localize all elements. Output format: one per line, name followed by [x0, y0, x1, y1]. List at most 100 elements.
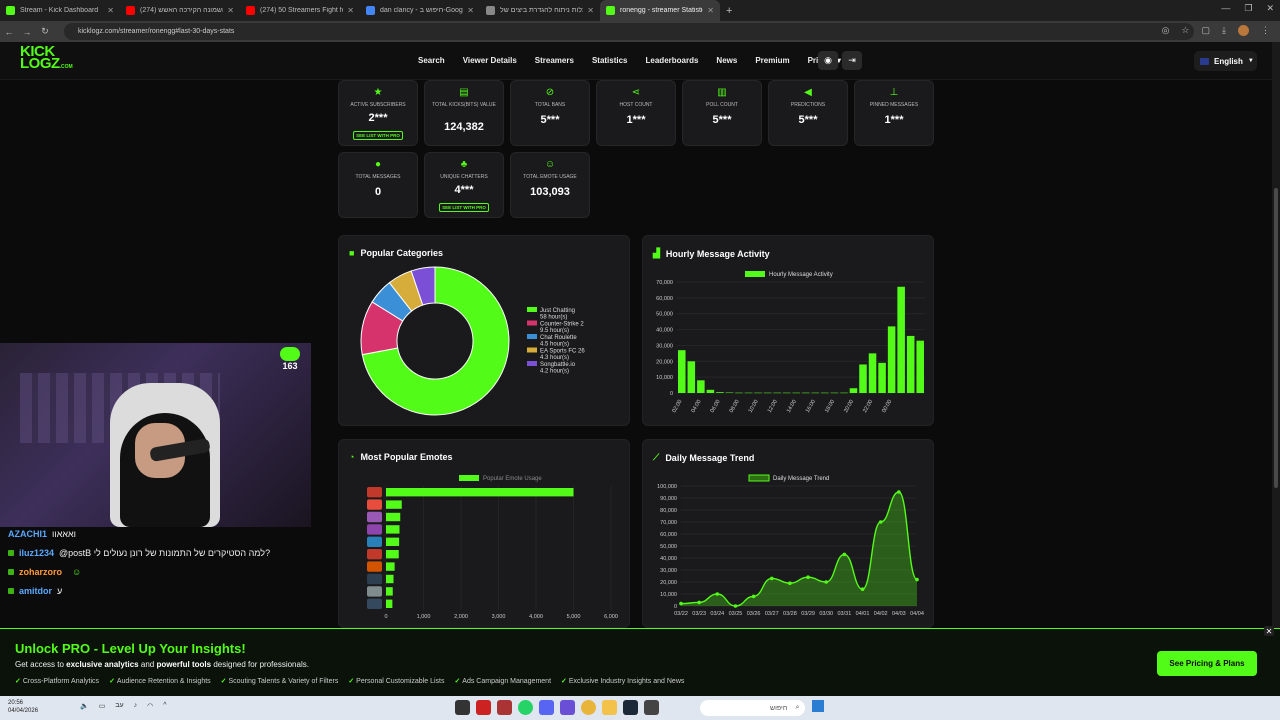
back-icon[interactable]: ←: [4, 26, 14, 37]
trend-point[interactable]: [715, 592, 720, 596]
hourly-bar[interactable]: [716, 392, 724, 393]
maximize-icon[interactable]: ❐: [1244, 3, 1253, 13]
emote-bar[interactable]: [386, 488, 574, 497]
eye-off-icon[interactable]: ◎: [1161, 25, 1170, 35]
browser-tab[interactable]: מהשמונה הקירכה האשש (274) ✕: [120, 0, 240, 21]
kicklogz-logo[interactable]: KICK LOGZ.COM: [20, 44, 73, 73]
download-icon[interactable]: ⤓: [1222, 25, 1226, 35]
hourly-bar[interactable]: [725, 392, 734, 394]
hourly-bar[interactable]: [792, 392, 800, 394]
hourly-bar[interactable]: [811, 392, 820, 394]
app-icon[interactable]: [497, 700, 512, 715]
forward-icon[interactable]: →: [22, 26, 32, 37]
whatsapp-icon[interactable]: [518, 700, 533, 715]
emote-bar[interactable]: [386, 574, 394, 584]
nav-premium[interactable]: Premium: [755, 56, 790, 65]
mic-icon[interactable]: ♪: [133, 702, 138, 709]
hourly-bar[interactable]: [868, 353, 877, 393]
hourly-bar[interactable]: [802, 392, 810, 394]
reload-icon[interactable]: ↻: [41, 26, 49, 36]
close-tab-icon[interactable]: ✕: [707, 6, 714, 15]
trend-point[interactable]: [897, 490, 901, 494]
steam-icon[interactable]: [623, 700, 638, 715]
trend-point[interactable]: [806, 575, 810, 579]
hourly-bar[interactable]: [744, 392, 753, 394]
trend-point[interactable]: [751, 594, 756, 599]
trend-point[interactable]: [788, 581, 792, 585]
hourly-bar[interactable]: [830, 392, 839, 394]
app-icon[interactable]: [455, 700, 470, 715]
hourly-bar[interactable]: [782, 392, 791, 394]
chrome-icon[interactable]: [581, 700, 596, 715]
trend-point[interactable]: [824, 580, 829, 584]
hourly-bar[interactable]: [849, 388, 858, 393]
nav-leaderboards[interactable]: Leaderboards: [645, 56, 699, 65]
emote-bar[interactable]: [386, 599, 393, 608]
hourly-bar[interactable]: [916, 340, 924, 393]
hourly-bar[interactable]: [678, 350, 686, 393]
pie-slice[interactable]: [410, 266, 436, 306]
hourly-bar[interactable]: [706, 389, 715, 393]
trend-point[interactable]: [769, 576, 774, 581]
app-icon[interactable]: [560, 700, 575, 715]
see-pricing-button[interactable]: See Pricing & Plans: [1157, 651, 1257, 676]
emote-bar[interactable]: [386, 537, 400, 546]
page-scrollbar[interactable]: [1272, 42, 1280, 628]
hourly-bar[interactable]: [697, 380, 705, 393]
extensions-icon[interactable]: ▢: [1201, 25, 1211, 35]
new-tab-icon[interactable]: +: [726, 4, 733, 17]
hourly-bar[interactable]: [878, 362, 886, 393]
nav-statistics[interactable]: Statistics: [591, 56, 628, 65]
wifi-icon[interactable]: ◠: [147, 703, 154, 710]
see-list-pro-button[interactable]: SEE LIST WITH PRO: [353, 131, 403, 140]
discord-app-icon[interactable]: [539, 700, 554, 715]
taskbar-search[interactable]: חיפוש ⌕: [700, 700, 805, 716]
input-language[interactable]: עב: [115, 702, 124, 709]
windows-start-icon[interactable]: [812, 700, 824, 712]
network-icon[interactable]: ▭: [98, 703, 106, 710]
close-tab-icon[interactable]: ✕: [107, 6, 114, 15]
hourly-bar[interactable]: [821, 392, 829, 394]
volume-icon[interactable]: 🔈: [80, 703, 89, 710]
trend-point[interactable]: [915, 577, 919, 582]
hourly-bar[interactable]: [763, 392, 772, 394]
menu-dots-icon[interactable]: ⋮: [1261, 25, 1270, 35]
minimize-icon[interactable]: —: [1221, 3, 1231, 13]
nav-streamers[interactable]: Streamers: [534, 56, 574, 65]
tray-chevron-icon[interactable]: ^: [163, 702, 167, 709]
emote-bar[interactable]: [386, 500, 402, 509]
trend-point[interactable]: [679, 601, 683, 606]
folder-icon[interactable]: [602, 700, 617, 715]
bookmark-star-icon[interactable]: ☆: [1181, 25, 1190, 35]
hourly-bar[interactable]: [687, 361, 696, 393]
emote-bar[interactable]: [386, 525, 400, 534]
hourly-bar[interactable]: [897, 286, 905, 393]
hourly-bar[interactable]: [906, 335, 915, 393]
nav-viewer-details[interactable]: Viewer Details: [462, 56, 517, 65]
app-icon[interactable]: [476, 700, 491, 715]
profile-avatar[interactable]: [1238, 25, 1249, 36]
hourly-bar[interactable]: [754, 392, 762, 394]
login-icon[interactable]: ⇥: [842, 51, 862, 70]
nav-search[interactable]: Search: [418, 56, 445, 65]
close-tab-icon[interactable]: ✕: [467, 6, 474, 15]
hourly-bar[interactable]: [840, 392, 848, 394]
browser-tab[interactable]: ronengg - streamer Statistics ✕: [600, 0, 720, 21]
close-tab-icon[interactable]: ✕: [347, 6, 354, 15]
emote-bar[interactable]: [386, 587, 393, 596]
trend-point[interactable]: [878, 520, 883, 524]
close-icon[interactable]: ✕: [1264, 626, 1274, 636]
hourly-bar[interactable]: [735, 392, 743, 394]
language-selector[interactable]: English ▼: [1194, 51, 1257, 71]
close-tab-icon[interactable]: ✕: [227, 6, 234, 15]
hourly-bar[interactable]: [773, 392, 781, 394]
hourly-bar[interactable]: [859, 364, 867, 393]
nav-news[interactable]: News: [716, 56, 738, 65]
trend-point[interactable]: [697, 600, 701, 605]
emote-bar[interactable]: [386, 512, 401, 522]
trend-point[interactable]: [733, 604, 738, 608]
see-list-pro-button[interactable]: SEE LIST WITH PRO: [439, 203, 489, 212]
trend-point[interactable]: [860, 587, 865, 591]
hourly-bar[interactable]: [887, 326, 896, 393]
close-window-icon[interactable]: ✕: [1266, 3, 1274, 13]
